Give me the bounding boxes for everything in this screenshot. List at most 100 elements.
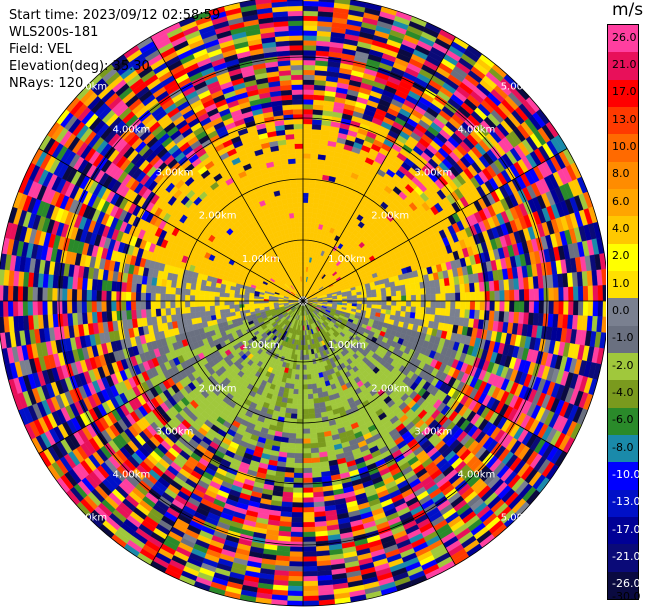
velocity-cell <box>281 501 293 508</box>
velocity-cell <box>478 281 485 292</box>
velocity-cell <box>302 30 318 36</box>
velocity-cell <box>587 285 594 302</box>
velocity-cell <box>494 290 500 302</box>
velocity-cell <box>558 287 564 302</box>
velocity-cell <box>356 294 363 299</box>
velocity-cell <box>309 423 317 429</box>
velocity-cell <box>290 536 304 543</box>
velocity-cell <box>302 153 311 159</box>
velocity-cell <box>459 283 466 293</box>
velocity-cell <box>302 84 315 90</box>
velocity-cell <box>293 467 304 474</box>
velocity-cell <box>313 506 326 513</box>
velocity-cell <box>302 443 311 449</box>
velocity-cell <box>311 472 322 479</box>
velocity-cell <box>548 300 555 315</box>
velocity-cell <box>334 0 351 5</box>
velocity-cell <box>287 437 296 444</box>
velocity-cell <box>302 123 313 130</box>
velocity-cell <box>430 300 436 309</box>
velocity-cell <box>302 54 317 61</box>
velocity-cell <box>297 394 304 400</box>
velocity-cell <box>297 389 304 395</box>
velocity-cell <box>366 304 372 309</box>
velocity-cell <box>366 300 373 305</box>
velocity-cell <box>346 295 353 299</box>
velocity-cell <box>302 561 318 567</box>
velocity-cell <box>307 388 313 395</box>
velocity-cell <box>280 506 293 513</box>
velocity-cell <box>295 443 304 449</box>
velocity-cell <box>300 349 304 356</box>
velocity-cell <box>538 300 545 314</box>
velocity-cell <box>602 300 606 318</box>
velocity-cell <box>302 74 315 81</box>
velocity-cell <box>356 300 363 305</box>
velocity-cell <box>488 280 495 292</box>
velocity-cell <box>308 182 316 189</box>
velocity-cell <box>302 143 312 149</box>
velocity-cell <box>533 300 540 314</box>
velocity-cell <box>538 288 545 302</box>
velocity-cell <box>499 300 505 312</box>
velocity-cell <box>309 364 314 370</box>
velocity-cell <box>302 566 318 572</box>
velocity-cell <box>310 143 320 150</box>
velocity-cell <box>289 546 304 553</box>
velocity-cell <box>293 384 299 390</box>
velocity-cell <box>297 399 304 405</box>
velocity-cell <box>410 294 417 302</box>
velocity-cell <box>489 300 496 312</box>
velocity-cell <box>435 300 441 309</box>
velocity-cell <box>302 600 320 607</box>
velocity-cell <box>302 433 311 439</box>
velocity-cell <box>292 398 299 405</box>
velocity-cell <box>314 188 321 195</box>
velocity-cell <box>288 428 297 434</box>
velocity-cell <box>573 286 579 302</box>
velocity-cell <box>299 364 304 371</box>
velocity-cell <box>312 388 318 395</box>
velocity-cell <box>306 379 312 385</box>
velocity-cell <box>302 59 316 66</box>
velocity-cell <box>302 128 313 135</box>
velocity-cell <box>548 287 555 302</box>
velocity-cell <box>405 289 412 296</box>
velocity-cell <box>302 10 319 17</box>
velocity-cell <box>523 289 530 302</box>
velocity-cell <box>464 300 471 310</box>
velocity-cell <box>294 462 304 469</box>
velocity-cell <box>292 497 304 503</box>
velocity-cell <box>302 590 319 597</box>
velocity-cell <box>312 203 319 209</box>
velocity-cell <box>489 290 496 302</box>
velocity-cell <box>299 354 304 361</box>
velocity-cell <box>302 246 306 253</box>
velocity-cell <box>493 310 500 322</box>
velocity-cell <box>313 94 325 101</box>
velocity-cell <box>410 289 417 296</box>
velocity-cell <box>400 311 406 318</box>
velocity-cell <box>291 517 304 523</box>
velocity-cell <box>291 403 298 410</box>
velocity-cell <box>294 453 304 459</box>
velocity-cell <box>304 339 308 346</box>
velocity-cell <box>302 369 308 375</box>
velocity-cell <box>295 438 304 444</box>
velocity-cell <box>381 296 387 302</box>
velocity-cell <box>311 138 321 145</box>
velocity-cell <box>302 462 312 469</box>
velocity-cell <box>302 0 319 2</box>
velocity-cell <box>293 388 299 395</box>
velocity-cell <box>302 89 315 95</box>
velocity-cell <box>302 231 307 238</box>
velocity-cell <box>563 286 569 302</box>
velocity-cell <box>400 284 406 291</box>
velocity-cell <box>305 359 310 366</box>
velocity-cell <box>306 217 312 223</box>
velocity-cell <box>318 0 335 3</box>
velocity-cell <box>410 300 417 308</box>
velocity-cell <box>390 310 397 316</box>
velocity-cell <box>292 487 304 494</box>
